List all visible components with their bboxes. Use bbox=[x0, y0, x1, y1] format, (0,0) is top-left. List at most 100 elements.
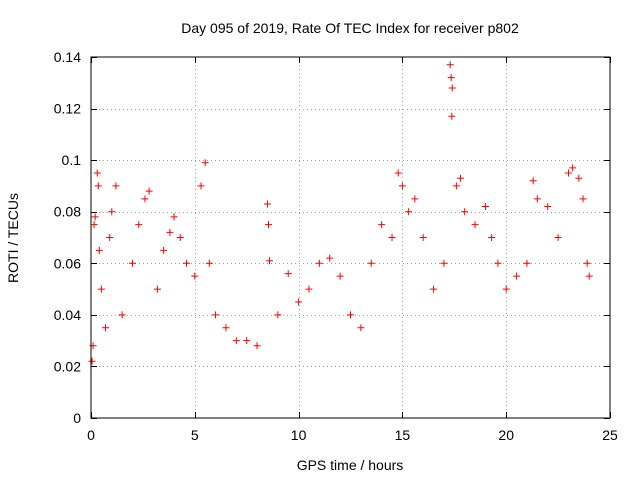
data-point bbox=[135, 221, 143, 229]
data-point bbox=[554, 234, 562, 241]
data-point bbox=[266, 257, 274, 265]
data-point bbox=[326, 254, 334, 262]
data-point bbox=[494, 259, 502, 267]
data-point bbox=[102, 324, 110, 332]
data-point bbox=[488, 234, 496, 241]
data-point bbox=[336, 272, 344, 280]
data-point bbox=[583, 259, 591, 267]
data-point bbox=[440, 259, 448, 267]
data-point bbox=[513, 272, 521, 280]
data-point bbox=[153, 285, 161, 293]
data-point bbox=[461, 208, 469, 216]
data-point bbox=[112, 182, 120, 190]
y-tick-label: 0.04 bbox=[54, 307, 81, 323]
data-point bbox=[575, 174, 583, 182]
data-point bbox=[347, 311, 354, 319]
data-point bbox=[176, 234, 184, 241]
data-point bbox=[253, 342, 261, 350]
plot-frame bbox=[90, 56, 611, 419]
data-point bbox=[205, 259, 213, 267]
data-point bbox=[411, 195, 419, 203]
data-point bbox=[93, 169, 101, 177]
data-point bbox=[564, 169, 572, 177]
data-point bbox=[367, 259, 375, 267]
data-point bbox=[448, 84, 456, 92]
data-point bbox=[398, 182, 406, 190]
x-tick-label: 0 bbox=[87, 427, 95, 443]
x-tick-label: 25 bbox=[602, 427, 618, 443]
data-point bbox=[419, 234, 427, 241]
grid-lines bbox=[91, 57, 610, 418]
chart-title: Day 095 of 2019, Rate Of TEC Index for r… bbox=[181, 20, 519, 36]
y-tick-label: 0.14 bbox=[54, 49, 81, 65]
data-point bbox=[197, 182, 205, 190]
data-point bbox=[457, 174, 465, 182]
data-point bbox=[357, 324, 365, 332]
data-point bbox=[471, 221, 479, 229]
data-point bbox=[129, 259, 137, 267]
data-point bbox=[106, 234, 114, 241]
y-tick-label: 0.06 bbox=[54, 255, 81, 271]
data-point bbox=[481, 203, 489, 211]
data-point bbox=[182, 259, 190, 267]
data-point bbox=[263, 200, 271, 208]
data-point bbox=[502, 285, 510, 293]
y-tick-label: 0 bbox=[73, 410, 81, 426]
y-tick-labels: 0 0.02 0.04 0.06 0.08 0.1 0.12 0.14 bbox=[54, 49, 81, 426]
data-point bbox=[274, 311, 282, 319]
data-point bbox=[201, 159, 209, 167]
x-tick-label: 15 bbox=[395, 427, 411, 443]
data-point bbox=[529, 177, 537, 185]
data-point bbox=[145, 187, 153, 195]
x-tick-label: 5 bbox=[191, 427, 199, 443]
data-point bbox=[191, 272, 199, 280]
axis-ticks bbox=[91, 57, 611, 419]
data-point bbox=[108, 208, 116, 216]
data-point bbox=[305, 285, 313, 293]
data-point bbox=[405, 208, 413, 216]
data-point bbox=[295, 298, 303, 306]
y-axis-label: ROTI / TECUs bbox=[5, 193, 21, 283]
data-point bbox=[394, 169, 402, 177]
data-point bbox=[315, 259, 323, 267]
x-axis-label: GPS time / hours bbox=[297, 457, 404, 473]
data-point bbox=[118, 311, 126, 319]
data-point bbox=[448, 112, 456, 120]
data-point bbox=[97, 285, 105, 293]
x-tick-labels: 0 5 10 15 20 25 bbox=[87, 427, 618, 443]
data-point bbox=[284, 270, 292, 278]
data-point bbox=[533, 195, 541, 203]
data-point bbox=[569, 164, 577, 172]
data-point bbox=[94, 182, 102, 190]
x-tick-label: 10 bbox=[291, 427, 307, 443]
data-point bbox=[378, 221, 386, 229]
data-point bbox=[430, 285, 438, 293]
data-point bbox=[264, 221, 272, 229]
data-point bbox=[166, 228, 174, 236]
data-point bbox=[388, 234, 396, 241]
data-point bbox=[88, 357, 96, 365]
data-point bbox=[212, 311, 220, 319]
data-point bbox=[447, 74, 455, 82]
data-point bbox=[141, 195, 149, 203]
y-tick-label: 0.02 bbox=[54, 358, 81, 374]
data-point bbox=[170, 213, 178, 221]
y-tick-label: 0.1 bbox=[62, 152, 82, 168]
data-point bbox=[544, 203, 552, 211]
y-tick-label: 0.12 bbox=[54, 101, 81, 117]
data-point bbox=[452, 182, 460, 190]
y-tick-label: 0.08 bbox=[54, 204, 81, 220]
data-point bbox=[232, 337, 240, 345]
data-point bbox=[160, 246, 168, 254]
data-point bbox=[95, 246, 103, 254]
data-point bbox=[222, 324, 230, 332]
data-point bbox=[523, 259, 531, 267]
data-point bbox=[91, 213, 99, 221]
data-point bbox=[243, 337, 251, 345]
data-point bbox=[579, 195, 587, 203]
data-point bbox=[585, 272, 593, 280]
data-point bbox=[446, 61, 454, 69]
data-points bbox=[88, 61, 593, 365]
data-point bbox=[90, 221, 98, 229]
